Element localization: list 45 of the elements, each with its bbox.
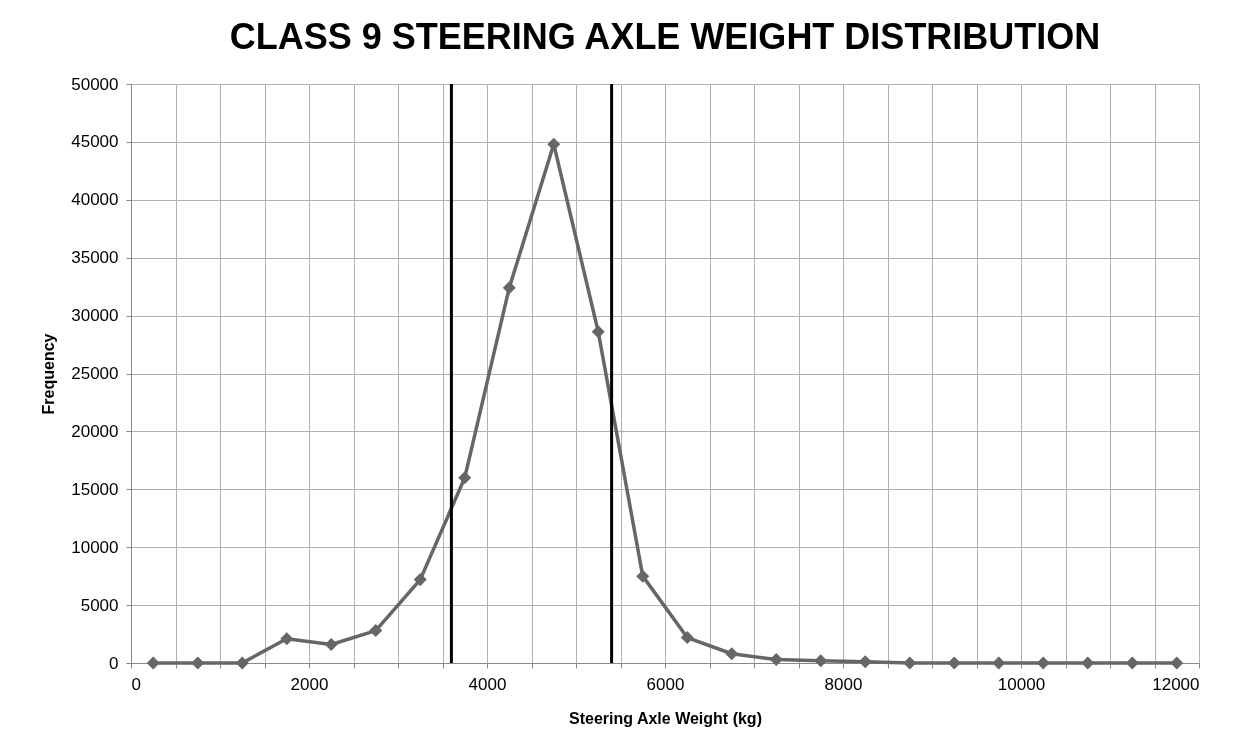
point: [369, 624, 383, 638]
x-tick-label: 6000: [646, 674, 685, 694]
point: [725, 647, 739, 661]
point: [146, 656, 160, 670]
point: [903, 656, 917, 670]
point: [769, 653, 783, 667]
point: [458, 471, 472, 485]
point: [858, 655, 872, 669]
y-tick-label: 0: [109, 653, 119, 673]
point: [324, 637, 338, 651]
point: [1125, 656, 1139, 670]
chart-title: CLASS 9 STEERING AXLE WEIGHT DISTRIBUTION: [229, 16, 1101, 57]
y-tick-label: 40000: [71, 190, 119, 210]
x-tick-label: 8000: [824, 674, 863, 694]
x-tick-label: 10000: [997, 674, 1046, 694]
point: [235, 656, 249, 670]
point: [680, 631, 694, 645]
point: [814, 654, 828, 668]
y-tick-label: 10000: [71, 537, 119, 557]
point: [1170, 656, 1184, 670]
point: [992, 656, 1006, 670]
y-tick-label: 35000: [71, 248, 119, 268]
point: [280, 632, 294, 646]
y-tick-label: 30000: [71, 306, 119, 326]
y-tick-label: 20000: [71, 421, 119, 441]
y-tick-label: 45000: [71, 132, 119, 152]
x-tick-label: 2000: [290, 674, 329, 694]
point: [547, 137, 561, 151]
y-axis-title: Frequency: [40, 333, 58, 415]
y-tick-label: 5000: [80, 595, 119, 615]
point: [591, 325, 605, 339]
y-tick-label: 25000: [71, 364, 119, 383]
point: [947, 656, 961, 670]
point: [191, 656, 205, 670]
y-tick-label: 50000: [71, 74, 119, 94]
point: [502, 281, 516, 295]
x-tick-label: 12000: [1152, 674, 1200, 694]
point: [1081, 656, 1095, 670]
point: [413, 573, 427, 587]
x-tick-label: 4000: [468, 674, 507, 694]
point: [1036, 656, 1050, 670]
y-tick-label: 15000: [71, 479, 119, 499]
x-axis-title: Steering Axle Weight (kg): [569, 709, 762, 727]
x-tick-label: 0: [131, 674, 141, 694]
point: [636, 569, 650, 583]
